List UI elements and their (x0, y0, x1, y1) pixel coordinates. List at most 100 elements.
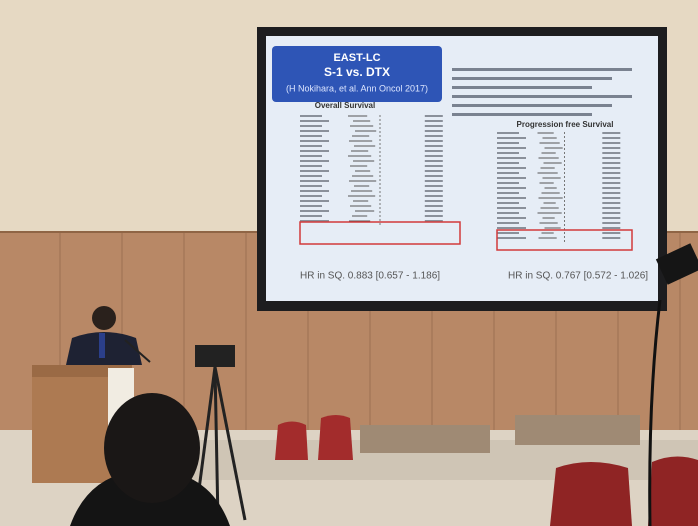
row-value (602, 137, 620, 139)
row-label (497, 142, 519, 144)
plot-heading: Overall Survival (315, 101, 375, 110)
note-line (452, 77, 612, 80)
row-label (497, 132, 519, 134)
row-value (425, 175, 443, 177)
row-value (602, 232, 620, 234)
row-label (497, 187, 526, 189)
row-value (602, 132, 620, 134)
audience-head (104, 393, 200, 503)
podium (32, 365, 112, 483)
citation: (H Nokihara, et al. Ann Oncol 2017) (286, 83, 428, 93)
slide-subtitle: S-1 vs. DTX (324, 65, 390, 79)
row-value (425, 185, 443, 187)
note-line (452, 95, 632, 98)
row-value (602, 182, 620, 184)
row-value (602, 202, 620, 204)
slide-title: EAST-LC (333, 52, 380, 64)
row-label (497, 207, 526, 209)
row-label (300, 115, 322, 117)
photo: EAST-LC S-1 vs. DTX (H Nokihara, et al. … (0, 0, 698, 526)
row-label (497, 157, 526, 159)
row-value (602, 152, 620, 154)
chair (648, 456, 698, 526)
row-label (497, 172, 519, 174)
row-label (300, 145, 322, 147)
row-value (425, 205, 443, 207)
row-label (300, 195, 322, 197)
stage-box (515, 415, 640, 445)
row-label (497, 152, 519, 154)
row-value (602, 162, 620, 164)
row-label (300, 155, 322, 157)
row-label (497, 212, 519, 214)
row-value (602, 197, 620, 199)
row-value (602, 212, 620, 214)
row-label (497, 162, 519, 164)
row-value (602, 157, 620, 159)
row-value (425, 145, 443, 147)
row-value (602, 172, 620, 174)
hr-result: HR in SQ. 0.767 [0.572 - 1.026] (508, 271, 648, 282)
row-value (425, 215, 443, 217)
row-value (425, 200, 443, 202)
stage-box (360, 425, 490, 453)
row-value (425, 130, 443, 132)
row-value (425, 180, 443, 182)
row-value (602, 192, 620, 194)
row-value (425, 190, 443, 192)
chair (318, 415, 353, 460)
note-line (452, 68, 632, 71)
row-label (300, 125, 322, 127)
row-value (602, 167, 620, 169)
speaker-tie (99, 333, 105, 358)
row-label (300, 205, 322, 207)
row-label (300, 165, 322, 167)
row-label (300, 215, 322, 217)
row-value (425, 195, 443, 197)
row-label (300, 180, 329, 182)
row-label (497, 222, 519, 224)
speaker-head (92, 306, 116, 330)
note-line (452, 113, 592, 116)
chair (550, 462, 632, 526)
row-value (425, 160, 443, 162)
row-label (497, 227, 526, 229)
row-label (497, 202, 519, 204)
row-label (300, 210, 329, 212)
row-value (425, 155, 443, 157)
row-label (497, 217, 526, 219)
row-label (497, 182, 519, 184)
row-label (497, 137, 526, 139)
row-label (300, 160, 329, 162)
row-label (497, 147, 526, 149)
row-label (497, 167, 526, 169)
row-label (300, 150, 329, 152)
row-value (425, 125, 443, 127)
row-value (425, 170, 443, 172)
row-label (497, 237, 526, 239)
row-value (602, 147, 620, 149)
row-label (497, 192, 519, 194)
row-label (497, 232, 519, 234)
row-label (300, 120, 329, 122)
note-line (452, 104, 612, 107)
row-value (602, 142, 620, 144)
row-value (425, 210, 443, 212)
row-label (300, 135, 322, 137)
row-label (497, 197, 526, 199)
row-label (300, 185, 322, 187)
row-value (425, 115, 443, 117)
row-label (300, 140, 329, 142)
row-value (602, 227, 620, 229)
row-label (300, 130, 329, 132)
row-value (425, 150, 443, 152)
row-label (300, 170, 329, 172)
row-value (425, 140, 443, 142)
camera (195, 345, 235, 367)
row-value (602, 222, 620, 224)
note-line (452, 86, 592, 89)
row-label (300, 190, 329, 192)
row-label (300, 200, 329, 202)
hr-result: HR in SQ. 0.883 [0.657 - 1.186] (300, 271, 440, 282)
row-value (425, 120, 443, 122)
